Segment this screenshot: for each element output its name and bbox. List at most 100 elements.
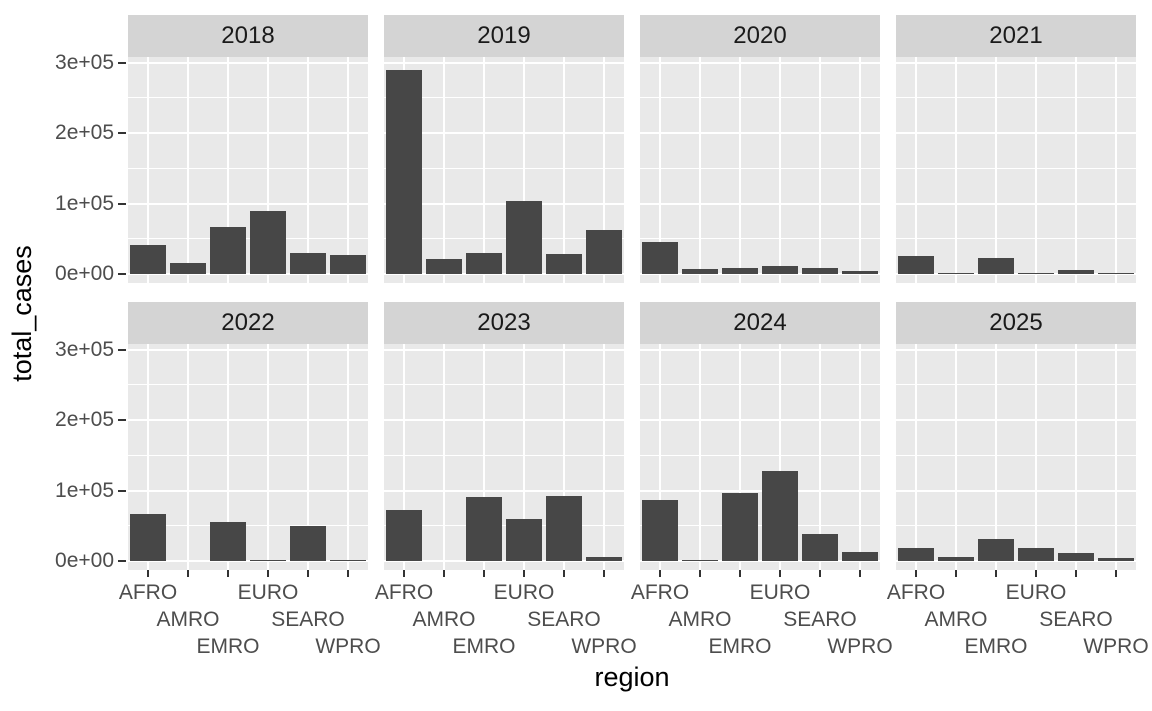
facet-strip-label: 2025 [989, 309, 1043, 336]
facet-strip-2024: 2024 [640, 302, 880, 344]
minor-gridline [128, 167, 368, 169]
major-gridline [640, 560, 880, 562]
bar-2022-SEARO [290, 525, 326, 561]
facet-strip-label: 2023 [477, 309, 531, 336]
facet-strip-2021: 2021 [896, 15, 1136, 57]
major-gridline [128, 419, 368, 421]
major-gridline-vertical [779, 57, 781, 283]
major-gridline-vertical [347, 57, 349, 283]
major-gridline-vertical [955, 57, 957, 283]
bar-2025-AFRO [898, 548, 934, 561]
bar-2019-WPRO [586, 230, 622, 274]
major-gridline-vertical [1115, 57, 1117, 283]
x-tick-label-WPRO: WPRO [827, 635, 893, 658]
x-tick-label-WPRO: WPRO [1083, 635, 1149, 658]
major-gridline [896, 61, 1136, 64]
y-axis-tick [118, 273, 126, 275]
bar-2020-AMRO [682, 269, 718, 274]
major-gridline-vertical [603, 344, 605, 570]
bar-2024-SEARO [802, 534, 838, 561]
major-gridline-vertical [563, 57, 565, 283]
minor-gridline [384, 454, 624, 456]
x-axis-tick [307, 570, 309, 577]
major-gridline-vertical [1035, 57, 1037, 283]
minor-gridline [128, 384, 368, 386]
bar-2018-SEARO [290, 252, 326, 274]
major-gridline [384, 61, 624, 64]
minor-gridline [384, 384, 624, 386]
bar-2024-EURO [762, 471, 798, 561]
minor-gridline [640, 97, 880, 99]
minor-gridline [384, 238, 624, 240]
major-gridline-vertical [403, 344, 405, 570]
bar-2022-AFRO [130, 514, 166, 561]
major-gridline [384, 489, 624, 492]
major-gridline-vertical [819, 57, 821, 283]
bar-2021-EMRO [978, 257, 1014, 274]
facet-panel-2018 [128, 57, 368, 283]
minor-gridline [128, 525, 368, 527]
bar-2023-EURO [506, 518, 542, 561]
x-axis-tick [147, 570, 149, 577]
minor-gridline [640, 238, 880, 240]
x-axis-tick [443, 570, 445, 577]
y-axis-tick [118, 202, 126, 205]
facet-strip-label: 2021 [989, 22, 1043, 49]
y-tick-label-3e+05: 3e+05 [55, 50, 114, 74]
bar-2024-AFRO [642, 500, 678, 561]
major-gridline [640, 419, 880, 421]
facet-strip-2020: 2020 [640, 15, 880, 57]
bar-2019-SEARO [546, 254, 582, 274]
minor-gridline [384, 525, 624, 527]
major-gridline-vertical [995, 57, 997, 283]
bar-2021-AMRO [938, 272, 974, 274]
facet-panel-2019 [384, 57, 624, 283]
major-gridline-vertical [443, 57, 445, 283]
x-tick-label-EMRO: EMRO [964, 635, 1028, 658]
x-tick-label-SEARO: SEARO [271, 608, 345, 631]
major-gridline-vertical [659, 344, 661, 570]
major-gridline-vertical [1075, 344, 1077, 570]
x-axis-tick [563, 570, 565, 577]
major-gridline-vertical [147, 57, 149, 283]
y-axis-tick [118, 419, 126, 421]
major-gridline [896, 348, 1136, 351]
y-axis-tick [118, 61, 126, 64]
bar-2024-WPRO [842, 551, 878, 561]
facet-strip-label: 2018 [221, 22, 275, 49]
minor-gridline [384, 97, 624, 99]
minor-gridline [640, 525, 880, 527]
major-gridline-vertical [267, 344, 269, 570]
major-gridline [896, 273, 1136, 275]
facet-strip-2025: 2025 [896, 302, 1136, 344]
x-tick-label-WPRO: WPRO [315, 635, 381, 658]
major-gridline-vertical [307, 57, 309, 283]
major-gridline-vertical [187, 57, 189, 283]
bar-2018-WPRO [330, 254, 366, 274]
facet-strip-label: 2020 [733, 22, 787, 49]
x-axis-tick [347, 570, 349, 577]
bar-2024-EMRO [722, 493, 758, 561]
bar-2018-EURO [250, 211, 286, 274]
major-gridline [384, 202, 624, 205]
x-tick-label-EURO: EURO [237, 581, 299, 604]
x-axis-tick [403, 570, 405, 577]
bar-2018-EMRO [210, 226, 246, 274]
x-axis-tick [739, 570, 741, 577]
facet-strip-label: 2019 [477, 22, 531, 49]
x-tick-label-WPRO: WPRO [571, 635, 637, 658]
bar-2021-EURO [1018, 272, 1054, 274]
major-gridline-vertical [995, 344, 997, 570]
major-gridline-vertical [779, 344, 781, 570]
minor-gridline [896, 238, 1136, 240]
x-tick-label-AFRO: AFRO [374, 581, 434, 604]
x-tick-label-EMRO: EMRO [708, 635, 772, 658]
major-gridline-vertical [307, 344, 309, 570]
major-gridline-vertical [227, 344, 229, 570]
x-axis-tick [227, 570, 229, 577]
major-gridline-vertical [739, 57, 741, 283]
x-tick-label-EMRO: EMRO [196, 635, 260, 658]
major-gridline-vertical [563, 344, 565, 570]
x-axis-tick [955, 570, 957, 577]
facet-panel-2025 [896, 344, 1136, 570]
